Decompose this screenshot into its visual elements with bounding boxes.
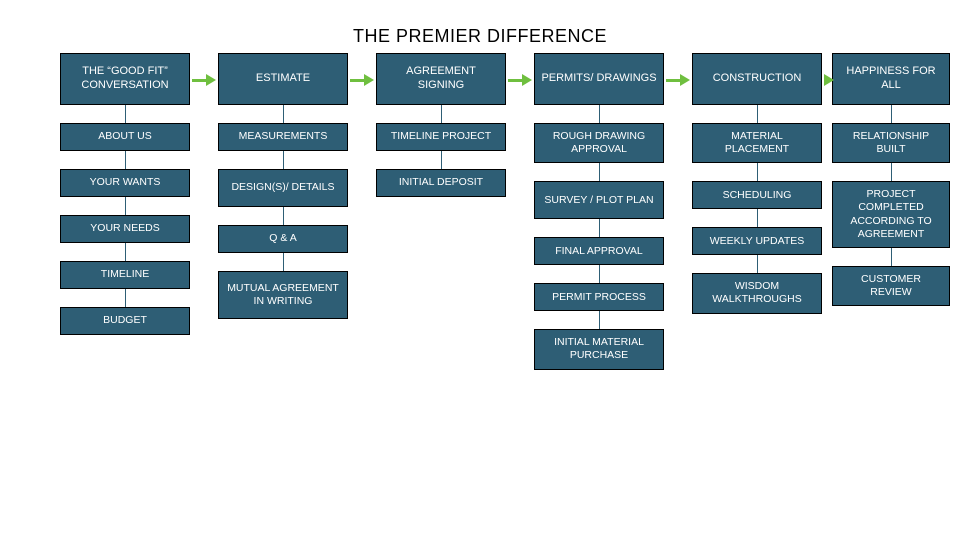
flow-column-3: PERMITS/ DRAWINGS ROUGH DRAWING APPROVAL S… [534, 53, 664, 370]
stage-header-5: HAPPINESS FOR ALL [832, 53, 950, 105]
connector [283, 105, 284, 123]
stage-4-item-0: MATERIAL PLACEMENT [692, 123, 822, 163]
connector [125, 151, 126, 169]
arrow-line [350, 79, 364, 82]
stage-0-item-4: BUDGET [60, 307, 190, 335]
arrow-line [508, 79, 522, 82]
connector [283, 253, 284, 271]
flow-column-4: CONSTRUCTION MATERIAL PLACEMENT SCHEDULING… [692, 53, 822, 314]
arrow-3 [666, 75, 690, 85]
stage-0-item-1: YOUR WANTS [60, 169, 190, 197]
connector [757, 163, 758, 181]
arrow-line [192, 79, 206, 82]
stage-1-item-0: MEASUREMENTS [218, 123, 348, 151]
stage-2-item-1: INITIAL DEPOSIT [376, 169, 506, 197]
connector [757, 105, 758, 123]
page-title: THE PREMIER DIFFERENCE [0, 0, 960, 47]
arrow-head-icon [824, 74, 834, 86]
connector [599, 105, 600, 123]
connector [283, 207, 284, 225]
stage-0-item-2: YOUR NEEDS [60, 215, 190, 243]
stage-1-item-2: Q & A [218, 225, 348, 253]
stage-3-item-0: ROUGH DRAWING APPROVAL [534, 123, 664, 163]
connector [283, 151, 284, 169]
connector [125, 197, 126, 215]
connector [891, 105, 892, 123]
stage-5-item-1: PROJECT COMPLETED ACCORDING TO AGREEMENT [832, 181, 950, 248]
stage-5-item-2: CUSTOMER REVIEW [832, 266, 950, 306]
connector [757, 255, 758, 273]
arrow-head-icon [522, 74, 532, 86]
stage-header-4: CONSTRUCTION [692, 53, 822, 105]
stage-0-item-3: TIMELINE [60, 261, 190, 289]
connector [599, 265, 600, 283]
stage-1-item-3: MUTUAL AGREEMENT IN WRITING [218, 271, 348, 319]
arrow-head-icon [206, 74, 216, 86]
stage-3-item-4: INITIAL MATERIAL PURCHASE [534, 329, 664, 369]
stage-3-item-1: SURVEY / PLOT PLAN [534, 181, 664, 219]
stage-header-2: AGREEMENT SIGNING [376, 53, 506, 105]
arrow-head-icon [680, 74, 690, 86]
stage-3-item-3: PERMIT PROCESS [534, 283, 664, 311]
arrow-2 [508, 75, 532, 85]
arrow-head-icon [364, 74, 374, 86]
connector [441, 151, 442, 169]
stage-header-0: THE “GOOD FIT” CONVERSATION [60, 53, 190, 105]
connector [125, 243, 126, 261]
flow-column-0: THE “GOOD FIT” CONVERSATION ABOUT US YOUR … [60, 53, 190, 335]
connector [891, 248, 892, 266]
flowchart: THE “GOOD FIT” CONVERSATION ABOUT US YOUR … [0, 53, 960, 533]
connector [599, 219, 600, 237]
stage-4-item-2: WEEKLY UPDATES [692, 227, 822, 255]
stage-3-item-2: FINAL APPROVAL [534, 237, 664, 265]
stage-0-item-0: ABOUT US [60, 123, 190, 151]
flow-column-1: ESTIMATE MEASUREMENTS DESIGN(S)/ DETAILS Q … [218, 53, 348, 319]
stage-4-item-1: SCHEDULING [692, 181, 822, 209]
arrow-line [666, 79, 680, 82]
connector [599, 163, 600, 181]
stage-header-3: PERMITS/ DRAWINGS [534, 53, 664, 105]
stage-header-1: ESTIMATE [218, 53, 348, 105]
stage-5-item-0: RELATIONSHIP BUILT [832, 123, 950, 163]
flow-column-5: HAPPINESS FOR ALL RELATIONSHIP BUILT PROJE… [832, 53, 950, 306]
stage-2-item-0: TIMELINE PROJECT [376, 123, 506, 151]
arrow-1 [350, 75, 374, 85]
connector [125, 105, 126, 123]
connector [599, 311, 600, 329]
connector [891, 163, 892, 181]
stage-4-item-3: WISDOM WALKTHROUGHS [692, 273, 822, 313]
arrow-0 [192, 75, 216, 85]
connector [125, 289, 126, 307]
flow-column-2: AGREEMENT SIGNING TIMELINE PROJECT INITIAL… [376, 53, 506, 197]
connector [757, 209, 758, 227]
connector [441, 105, 442, 123]
stage-1-item-1: DESIGN(S)/ DETAILS [218, 169, 348, 207]
arrow-4 [824, 75, 830, 85]
